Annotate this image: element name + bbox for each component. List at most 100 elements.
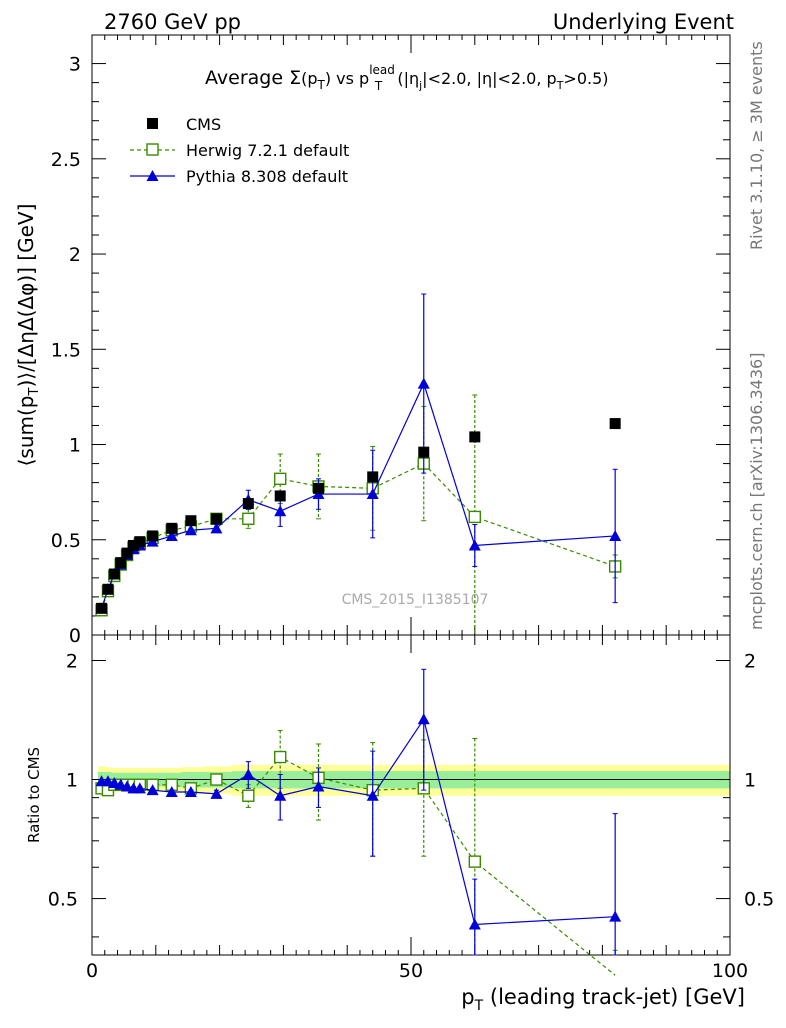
legend-label-pythia: Pythia 8.308 default bbox=[186, 167, 348, 186]
cms-point bbox=[121, 547, 133, 559]
title-pt-close: ) bbox=[325, 69, 331, 88]
title-lead-sup: lead bbox=[369, 63, 395, 77]
rivet-label: Rivet 3.1.10, ≥ 3M events bbox=[747, 41, 766, 250]
xtick-label: 50 bbox=[399, 960, 423, 982]
series-line bbox=[101, 381, 616, 609]
cms-point bbox=[609, 418, 621, 430]
cms-point bbox=[367, 471, 379, 483]
cms-point bbox=[185, 515, 197, 527]
ratio-data bbox=[95, 668, 622, 976]
xlabel: pT (leading track-jet) [GeV] bbox=[461, 985, 745, 1014]
pythia-point bbox=[468, 918, 481, 930]
title-cuts-t: T bbox=[556, 79, 564, 92]
main-tick-labels: 0 0.5 1 1.5 2 2.5 3 bbox=[51, 54, 81, 647]
pythia-point bbox=[274, 789, 287, 801]
pythia-point bbox=[609, 910, 622, 922]
main-ytick-label: 0.5 bbox=[51, 530, 81, 552]
cms-point bbox=[469, 431, 481, 443]
main-ytick-label: 3 bbox=[69, 54, 81, 76]
pythia-point bbox=[165, 785, 178, 797]
pythia-point bbox=[165, 529, 178, 541]
cms-point bbox=[312, 482, 324, 494]
header-left: 2760 GeV pp bbox=[104, 10, 241, 34]
legend-marker-cms bbox=[147, 118, 158, 129]
xlabel-rest: (leading track-jet) [GeV] bbox=[483, 985, 745, 1009]
pythia-point bbox=[366, 789, 379, 801]
pythia-point bbox=[210, 522, 223, 534]
legend-marker-herwig bbox=[146, 143, 159, 156]
xlabel-p: p bbox=[461, 985, 474, 1009]
ylabel-main: ⟨sum(pT)⟩/[ΔηΔ(Δφ)] [GeV] bbox=[14, 204, 42, 467]
title-pt-open: (p bbox=[301, 69, 317, 88]
ratio-ytick-label: 2 bbox=[66, 650, 78, 672]
ylabel-main-b: )⟩/[ΔηΔ(Δφ)] [GeV] bbox=[14, 204, 38, 388]
cms-point bbox=[274, 490, 286, 502]
ratio-ytick-label: 1 bbox=[66, 770, 78, 792]
pythia-point bbox=[417, 377, 430, 389]
ratio-tick-labels: 0.5 0.5 1 1 2 2 0 50 100 bbox=[48, 650, 774, 982]
pythia-point bbox=[242, 768, 255, 780]
main-panel: 00.511.522.53 CMS_2015_I1385107 Average … bbox=[51, 34, 731, 647]
cms-point bbox=[108, 568, 120, 580]
herwig-point bbox=[210, 773, 223, 786]
cms-point bbox=[102, 583, 114, 595]
main-title: Average Σ(pT) vs plead T (|ηj|<2.0, |η|<2… bbox=[205, 63, 609, 93]
cms-point bbox=[134, 536, 146, 548]
cms-point bbox=[418, 446, 430, 458]
cms-point bbox=[127, 539, 139, 551]
series-line bbox=[101, 462, 616, 611]
title-cuts-2: |<2.0, |η|<2.0, p bbox=[422, 69, 557, 88]
ratio-ytick-label: 0.5 bbox=[48, 889, 78, 911]
title-cuts-3: >0.5) bbox=[563, 69, 608, 88]
series-pythia bbox=[95, 668, 622, 956]
pythia-point bbox=[184, 785, 197, 797]
pythia-point bbox=[609, 529, 622, 541]
legend-label-cms: CMS bbox=[186, 115, 221, 134]
pythia-point bbox=[312, 780, 325, 792]
main-ytick-label: 2.5 bbox=[51, 149, 81, 171]
title-prefix: Average bbox=[205, 67, 289, 89]
title-cuts-j: j bbox=[418, 79, 422, 92]
title-lead-sub: T bbox=[374, 79, 383, 93]
legend-label-herwig: Herwig 7.2.1 default bbox=[186, 141, 349, 160]
pythia-point bbox=[146, 784, 159, 796]
series-cms bbox=[96, 418, 621, 614]
legend: CMS Herwig 7.2.1 default Pythia 8.308 de… bbox=[130, 115, 349, 186]
title-sigma: Σ bbox=[289, 67, 301, 89]
herwig-point bbox=[242, 789, 255, 802]
herwig-point bbox=[274, 472, 287, 486]
ratio-ytick-label-right: 2 bbox=[744, 650, 756, 672]
cms-point bbox=[147, 530, 159, 542]
main-data bbox=[95, 293, 622, 636]
xlabel-sub: T bbox=[474, 998, 484, 1014]
main-ytick-label: 0 bbox=[69, 625, 81, 647]
title-vs: vs p bbox=[331, 69, 369, 88]
main-ytick-label: 1 bbox=[69, 435, 81, 457]
title-cuts-1: (|η bbox=[392, 69, 419, 88]
header-right: Underlying Event bbox=[553, 10, 734, 34]
watermark: CMS_2015_I1385107 bbox=[342, 592, 489, 608]
cms-point bbox=[242, 498, 254, 510]
ylabel-main-a: ⟨sum(p bbox=[14, 395, 38, 466]
cms-point bbox=[210, 513, 222, 525]
ratio-ytick-label-right: 0.5 bbox=[744, 889, 774, 911]
series-pythia bbox=[95, 293, 622, 614]
herwig-point bbox=[468, 855, 481, 868]
cms-point bbox=[115, 557, 127, 569]
cms-point bbox=[166, 522, 178, 534]
ratio-panel: 0.5 0.5 1 1 2 2 0 50 100 bbox=[48, 634, 774, 982]
herwig-point bbox=[468, 510, 481, 524]
pythia-point bbox=[366, 488, 379, 500]
xtick-label: 100 bbox=[712, 960, 748, 982]
series-line bbox=[101, 717, 616, 926]
pythia-point bbox=[210, 787, 223, 799]
cms-point bbox=[96, 602, 108, 614]
title-pt-sub: T bbox=[316, 78, 325, 92]
main-ytick-label: 2 bbox=[69, 244, 81, 266]
herwig-point bbox=[274, 750, 287, 764]
pythia-point bbox=[274, 505, 287, 517]
pythia-point bbox=[184, 524, 197, 536]
ylabel-ratio: Ratio to CMS bbox=[25, 747, 43, 843]
